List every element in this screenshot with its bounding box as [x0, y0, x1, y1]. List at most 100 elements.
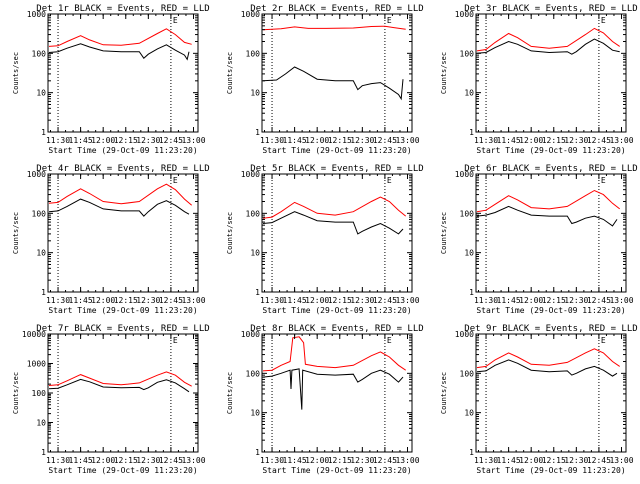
- y-tick-label: 100: [246, 209, 261, 218]
- x-tick-label: 11:30: [474, 296, 498, 305]
- x-tick-label: 12:30: [136, 296, 160, 305]
- x-tick-label: 12:30: [564, 296, 588, 305]
- chart-panel-1: Det 1r BLACK = Events, RED = LLD E 1 10 100 1…: [12, 4, 210, 155]
- x-tick-label: 12:00: [91, 136, 115, 145]
- y-axis-label: Counts/sec: [12, 372, 20, 414]
- x-tick-label: 12:15: [328, 136, 352, 145]
- x-tick-label: 11:45: [283, 456, 307, 465]
- x-tick-label: 11:45: [497, 136, 521, 145]
- x-tick-label: 12:15: [542, 296, 566, 305]
- x-tick-label: 12:45: [159, 136, 183, 145]
- y-tick-label: 10: [464, 409, 474, 418]
- x-tick-label: 11:30: [260, 456, 284, 465]
- plot-frame: [261, 333, 413, 453]
- plot-frame: [475, 13, 627, 133]
- y-tick-label: 10: [250, 409, 260, 418]
- y-axis-label: Counts/sec: [440, 212, 448, 254]
- x-tick-label: 12:45: [373, 296, 397, 305]
- y-axis-label: Counts/sec: [12, 212, 20, 254]
- y-tick-label: 100: [246, 369, 261, 378]
- chart-title: Det 6r BLACK = Events, RED = LLD: [464, 164, 637, 174]
- y-tick-label: 10: [250, 89, 260, 98]
- x-tick-label: 13:00: [609, 296, 633, 305]
- y-tick-label: 10: [464, 249, 474, 258]
- y-tick-label: 1: [255, 448, 260, 457]
- x-tick-label: 11:45: [69, 296, 93, 305]
- x-tick-label: 11:30: [474, 136, 498, 145]
- chart-title: Det 3r BLACK = Events, RED = LLD: [464, 4, 637, 14]
- x-tick-label: 12:45: [587, 456, 611, 465]
- x-tick-label: 12:00: [91, 456, 115, 465]
- y-tick-label: 1: [255, 128, 260, 137]
- chart-title: Det 2r BLACK = Events, RED = LLD: [250, 4, 423, 14]
- x-tick-label: 11:45: [497, 456, 521, 465]
- x-tick-label: 13:00: [395, 296, 419, 305]
- chart-title: Det 1r BLACK = Events, RED = LLD: [36, 4, 209, 14]
- y-tick-label: 10: [250, 249, 260, 258]
- x-tick-label: 12:30: [350, 456, 374, 465]
- event-marker: E: [601, 16, 606, 25]
- y-tick-label: 1: [41, 288, 46, 297]
- plot-frame: [261, 13, 413, 133]
- y-tick-label: 1: [255, 288, 260, 297]
- x-axis-label: Start Time (29-Oct-09 11:23:20): [476, 146, 625, 155]
- x-tick-label: 12:45: [587, 296, 611, 305]
- y-tick-label: 1: [469, 288, 474, 297]
- y-axis-label: Counts/sec: [440, 52, 448, 94]
- x-tick-label: 12:30: [136, 456, 160, 465]
- x-tick-label: 12:30: [564, 136, 588, 145]
- y-tick-label: 1000: [27, 10, 46, 19]
- y-tick-label: 100: [246, 49, 261, 58]
- series-line-events: [476, 359, 618, 377]
- y-tick-label: 100: [32, 49, 47, 58]
- series-line-events: [48, 378, 190, 393]
- chart-title: Det 5r BLACK = Events, RED = LLD: [250, 164, 423, 174]
- x-axis-label: Start Time (29-Oct-09 11:23:20): [262, 306, 411, 315]
- x-tick-label: 12:15: [114, 136, 138, 145]
- chart-panel-6: Det 6r BLACK = Events, RED = LLD E 1 10 100 1…: [440, 164, 638, 315]
- x-tick-label: 12:30: [564, 456, 588, 465]
- x-tick-label: 12:45: [587, 136, 611, 145]
- x-tick-label: 11:45: [283, 296, 307, 305]
- x-tick-label: 12:00: [305, 456, 329, 465]
- x-axis-label: Start Time (29-Oct-09 11:23:20): [48, 466, 197, 475]
- x-tick-label: 12:15: [328, 296, 352, 305]
- series-line-lld: [48, 183, 193, 206]
- y-tick-label: 100: [32, 389, 47, 398]
- chart-title: Det 8r BLACK = Events, RED = LLD: [250, 324, 423, 334]
- x-tick-label: 11:30: [474, 456, 498, 465]
- y-axis-label: Counts/sec: [12, 52, 20, 94]
- x-tick-label: 12:45: [373, 456, 397, 465]
- event-marker: E: [387, 16, 392, 25]
- series-line-events: [262, 66, 404, 101]
- plot-frame: [47, 13, 199, 133]
- x-tick-label: 11:30: [46, 296, 70, 305]
- x-axis-label: Start Time (29-Oct-09 11:23:20): [262, 146, 411, 155]
- x-tick-label: 12:15: [328, 456, 352, 465]
- x-axis-label: Start Time (29-Oct-09 11:23:20): [48, 146, 197, 155]
- x-tick-label: 11:30: [260, 136, 284, 145]
- series-line-lld: [476, 27, 620, 52]
- series-line-lld: [476, 189, 621, 213]
- series-line-lld: [48, 371, 192, 387]
- plot-frame: [261, 173, 413, 293]
- x-tick-label: 11:45: [69, 136, 93, 145]
- event-marker: E: [173, 176, 178, 185]
- x-tick-label: 12:00: [519, 136, 543, 145]
- y-tick-label: 1000: [455, 330, 474, 339]
- event-marker: E: [387, 176, 392, 185]
- series-line-events: [262, 368, 404, 410]
- x-axis-label: Start Time (29-Oct-09 11:23:20): [262, 466, 411, 475]
- chart-panel-7: Det 7r BLACK = Events, RED = LLD E 1 10 100 1…: [12, 324, 210, 475]
- x-axis-label: Start Time (29-Oct-09 11:23:20): [476, 306, 625, 315]
- x-tick-label: 12:45: [373, 136, 397, 145]
- chart-panel-5: Det 5r BLACK = Events, RED = LLD E 1 10 100 1…: [226, 164, 424, 315]
- y-tick-label: 1000: [455, 10, 474, 19]
- x-tick-label: 11:45: [69, 456, 93, 465]
- y-tick-label: 1000: [455, 170, 474, 179]
- y-tick-label: 10: [36, 249, 46, 258]
- x-tick-label: 12:30: [350, 136, 374, 145]
- y-tick-label: 10: [464, 89, 474, 98]
